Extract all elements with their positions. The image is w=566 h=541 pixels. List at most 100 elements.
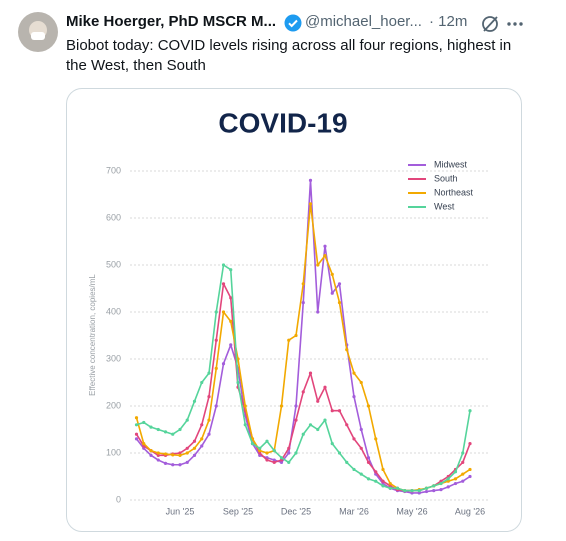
data-point: [388, 484, 392, 488]
data-point: [337, 282, 342, 286]
data-point: [207, 418, 211, 422]
data-point: [366, 456, 371, 460]
data-point: [200, 380, 204, 385]
data-point: [185, 460, 189, 464]
data-point: [359, 446, 363, 450]
data-point: [265, 451, 269, 455]
data-point: [446, 477, 450, 481]
data-point: [207, 371, 211, 375]
data-point: [359, 427, 363, 432]
data-point: [200, 444, 204, 448]
x-tick-label: Aug '26: [455, 506, 485, 516]
data-point: [330, 291, 334, 295]
data-point: [156, 458, 160, 462]
data-point: [366, 460, 371, 464]
data-point: [236, 380, 240, 385]
y-tick-label: 500: [106, 259, 121, 269]
user-handle[interactable]: @michael_hoer...: [305, 13, 422, 30]
data-point: [453, 470, 458, 474]
data-point: [265, 439, 269, 443]
data-point: [243, 423, 247, 427]
data-point: [214, 310, 218, 314]
data-point: [243, 404, 247, 408]
data-point: [468, 442, 472, 446]
data-point: [258, 446, 262, 450]
y-tick-label: 100: [106, 447, 121, 457]
data-point: [229, 268, 233, 272]
x-tick-label: Sep '25: [223, 506, 253, 516]
data-point: [308, 371, 313, 375]
legend-label: South: [434, 173, 458, 183]
data-point: [374, 470, 378, 474]
data-point: [410, 489, 414, 493]
data-point: [185, 451, 189, 455]
data-point: [178, 451, 182, 455]
media-card[interactable]: [66, 88, 522, 532]
legend-label: West: [434, 201, 455, 211]
data-point: [207, 432, 211, 436]
data-point: [272, 449, 276, 453]
data-point: [149, 453, 153, 457]
data-point: [381, 481, 385, 486]
data-point: [301, 301, 305, 305]
data-point: [149, 425, 153, 429]
data-point: [178, 463, 182, 467]
data-point: [163, 430, 168, 434]
data-point: [142, 420, 146, 425]
data-point: [461, 460, 465, 464]
data-point: [468, 409, 472, 413]
data-point: [214, 338, 218, 342]
data-point: [279, 460, 284, 464]
data-point: [403, 489, 407, 493]
data-point: [381, 479, 385, 483]
data-point: [214, 404, 218, 408]
data-point: [250, 442, 255, 446]
data-point: [446, 485, 450, 489]
timestamp[interactable]: · 12m: [429, 13, 468, 30]
y-axis-label: Effective concentration, copies/mL: [88, 274, 97, 396]
data-point: [301, 432, 305, 436]
more-button[interactable]: [505, 14, 525, 34]
data-point: [272, 458, 276, 462]
data-point: [316, 427, 320, 432]
data-point: [134, 416, 139, 420]
data-point: [424, 489, 429, 494]
y-tick-label: 400: [106, 306, 121, 316]
data-point: [345, 460, 349, 464]
data-point: [178, 427, 182, 432]
data-point: [323, 418, 327, 422]
series-line: [135, 179, 471, 494]
data-point: [366, 404, 371, 408]
legend-label: Northeast: [434, 187, 474, 197]
data-point: [287, 446, 291, 450]
data-point: [316, 263, 320, 267]
data-point: [156, 427, 160, 432]
avatar[interactable]: [18, 12, 58, 52]
data-point: [337, 301, 342, 305]
data-point: [287, 451, 291, 455]
y-tick-label: 600: [106, 212, 121, 222]
data-point: [439, 481, 443, 486]
data-point: [308, 178, 313, 182]
data-point: [294, 333, 298, 338]
data-point: [330, 272, 334, 276]
data-point: [294, 404, 298, 408]
data-point: [200, 437, 204, 441]
data-point: [308, 202, 313, 206]
data-point: [163, 461, 168, 465]
data-point: [345, 348, 349, 352]
data-point: [395, 486, 400, 490]
data-point: [279, 458, 284, 462]
data-point: [192, 399, 197, 403]
data-point: [352, 395, 356, 399]
data-point: [461, 479, 465, 483]
data-point: [337, 451, 342, 455]
data-point: [200, 423, 204, 427]
data-point: [461, 472, 465, 476]
grok-icon[interactable]: [480, 14, 500, 34]
user-name[interactable]: Mike Hoerger, PhD MSCR M...: [66, 13, 277, 30]
data-point: [192, 439, 197, 443]
data-point: [221, 310, 226, 314]
